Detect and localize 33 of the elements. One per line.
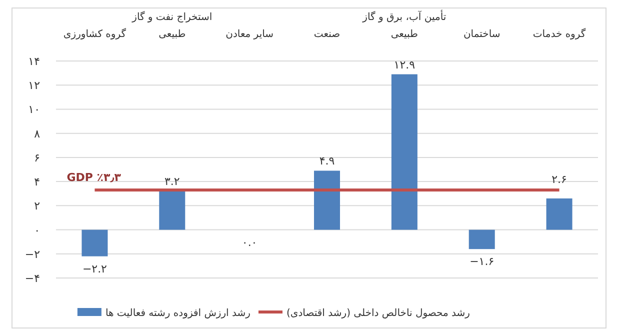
legend-label: رشد ارزش افزوده رشته فعالیت ها [105,308,251,319]
y-tick-label: ۱۲ [28,79,40,92]
bar [159,191,186,230]
data-label: ۱۲.۹ [394,58,416,72]
x-tick-label: گروه کشاورزی [63,28,126,40]
y-tick-label: ۶ [34,151,40,164]
y-tick-label: ۸ [34,127,40,140]
x-tick-label: گروه خدمات [532,28,586,40]
y-tick-label: ۰ [34,224,40,237]
y-tick-label: ۱۰ [28,103,40,116]
x-tick-label: صنعت [314,29,340,40]
x-tick-label: استخراج نفت و گاز طبیعی [131,11,212,40]
bar [546,198,572,230]
bar [82,230,108,256]
data-label: ۲.۶ [552,172,567,186]
annotation: GDP ٪۳٫۳ [66,170,122,184]
y-tick-label: ۲ [34,200,40,213]
x-tick-label: سایر معادن [226,29,274,40]
data-label: ۴.۹ [319,154,335,168]
data-label: −۲.۲ [82,262,108,276]
y-tick-label: −۲ [24,248,40,261]
legend-label: رشد محصول ناخالص داخلی (رشد اقتصادی) [286,308,470,319]
bar [468,230,495,250]
x-tick-label: تأمین آب، برق و گاز طبیعی [362,9,446,40]
bar [391,74,418,230]
y-tick-label: ۴ [34,176,40,189]
y-tick-label: ۱۴ [28,55,40,68]
data-label: −۱.۶ [470,255,494,268]
data-label: ۳.۲ [164,175,180,188]
x-tick-label: ساختمان [463,29,500,40]
data-label: ۰.۰ [242,236,258,249]
y-tick-label: −۴ [24,272,40,285]
bar [314,170,340,230]
